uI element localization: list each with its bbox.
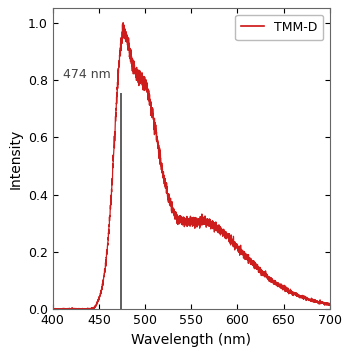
Y-axis label: Intensity: Intensity [8,129,22,189]
Text: 474 nm: 474 nm [63,69,111,81]
Legend: TMM-D: TMM-D [235,15,323,40]
X-axis label: Wavelength (nm): Wavelength (nm) [131,333,251,347]
